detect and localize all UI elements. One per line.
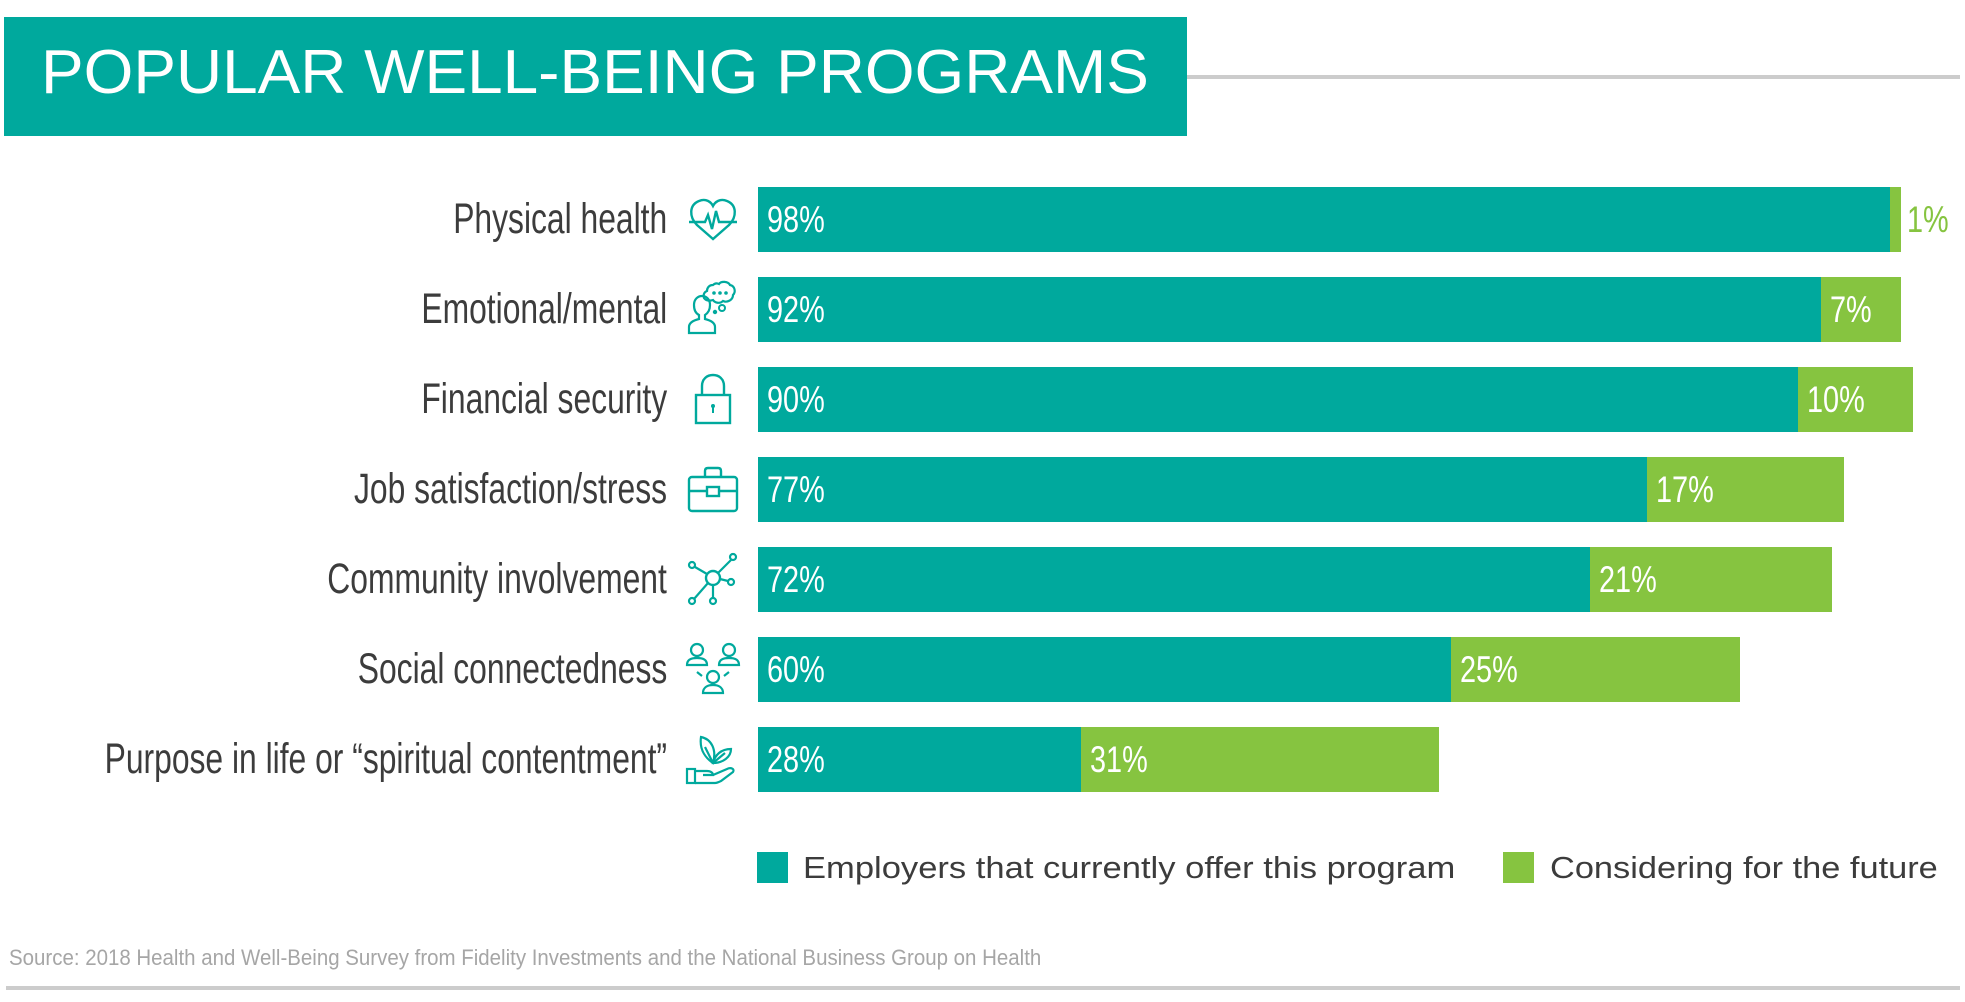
data-label-consider: 25% <box>1460 649 1518 690</box>
source-note: Source: 2018 Health and Well-Being Surve… <box>9 945 1042 970</box>
bar-consider <box>1589 547 1833 612</box>
bar-offer <box>758 367 1798 432</box>
bar-offer <box>758 457 1648 522</box>
bar-offer <box>758 637 1451 702</box>
category-label: Emotional/mental <box>421 285 667 333</box>
category-label: Community involvement <box>327 555 667 603</box>
heart-pulse-icon <box>683 189 743 249</box>
category-label: Job satisfaction/stress <box>353 465 667 513</box>
category-label: Purpose in life or “spiritual contentmen… <box>104 735 667 783</box>
category-label: Financial security <box>421 375 667 423</box>
network-nodes-icon <box>683 549 743 609</box>
category-label: Social connectedness <box>357 645 667 693</box>
person-thought-bubble-icon <box>683 279 743 339</box>
data-label-offer: 92% <box>767 289 825 330</box>
bar-offer <box>758 277 1821 342</box>
data-label-offer: 90% <box>767 379 825 420</box>
data-label-offer: 98% <box>767 199 825 240</box>
footer-divider <box>6 986 1960 990</box>
people-group-icon <box>683 639 743 699</box>
bar-consider <box>1889 187 1902 252</box>
data-label-consider: 7% <box>1829 289 1872 330</box>
bar-consider <box>1647 457 1844 522</box>
legend-label-consider: Considering for the future <box>1550 850 1938 885</box>
data-label-offer: 28% <box>767 739 825 780</box>
legend-swatch-consider <box>1503 852 1534 883</box>
data-label-consider: 31% <box>1090 739 1149 780</box>
chart-title: POPULAR WELL-BEING PROGRAMS <box>41 38 1149 107</box>
title-banner <box>4 17 1187 136</box>
data-label-offer: 60% <box>767 649 825 690</box>
data-label-offer: 72% <box>767 559 825 600</box>
data-label-consider: 10% <box>1806 379 1865 420</box>
briefcase-icon <box>683 459 743 519</box>
data-label-consider: 1% <box>1907 199 1950 240</box>
padlock-icon <box>683 369 743 429</box>
bar-offer <box>758 547 1590 612</box>
legend-swatch-offer <box>757 852 788 883</box>
data-label-consider: 21% <box>1598 559 1657 600</box>
bar-consider <box>1081 727 1440 792</box>
bar-offer <box>758 187 1890 252</box>
hand-plant-icon <box>683 729 743 789</box>
stacked-bar-chart: Physical health 98% 1% Emotional/mental 92% 7… <box>104 187 1950 792</box>
bar-consider <box>1451 637 1740 702</box>
data-label-consider: 17% <box>1656 469 1715 510</box>
title-divider <box>1187 75 1960 79</box>
data-label-offer: 77% <box>767 469 825 510</box>
legend-label-offer: Employers that currently offer this prog… <box>803 850 1456 885</box>
bar-consider <box>1797 367 1913 432</box>
category-label: Physical health <box>452 195 667 243</box>
bar-offer <box>758 727 1082 792</box>
bar-consider <box>1820 277 1902 342</box>
